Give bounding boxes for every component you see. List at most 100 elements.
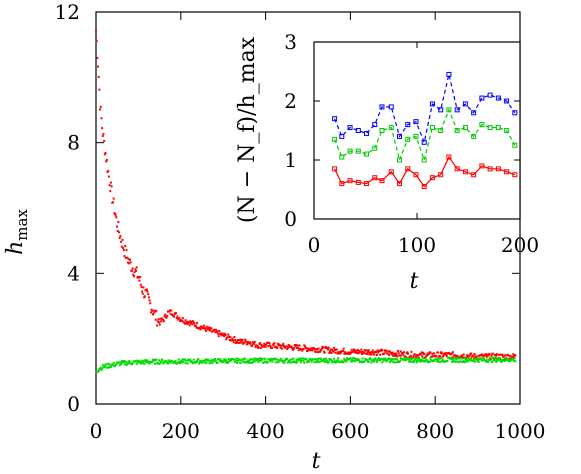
main-point [122, 359, 125, 362]
main-point [233, 336, 236, 339]
main-point [258, 357, 261, 360]
main-point [166, 361, 169, 364]
main-point [438, 360, 441, 363]
main-point [512, 353, 515, 356]
inset-point [332, 166, 338, 172]
main-point [413, 353, 416, 356]
main-point [291, 358, 294, 361]
main-point [346, 351, 349, 354]
main-point [186, 362, 189, 365]
main-point [219, 358, 222, 361]
inset-point [454, 107, 460, 113]
main-point [204, 327, 207, 330]
main-point [103, 366, 106, 369]
main-point [474, 360, 477, 363]
main-point [350, 358, 353, 361]
main-point [125, 249, 128, 252]
main-point [126, 256, 129, 259]
main-point [498, 356, 501, 359]
main-point [141, 292, 144, 295]
main-point [214, 331, 217, 334]
main-point [377, 357, 380, 360]
main-point [255, 344, 258, 347]
inset-point [512, 142, 518, 148]
inset-point [462, 125, 468, 131]
main-point [306, 360, 309, 363]
inset-y-tick-label: 1 [284, 148, 297, 172]
inset-point [396, 133, 402, 139]
main-point [480, 358, 483, 361]
main-point [149, 362, 152, 365]
main-point [432, 355, 435, 358]
main-point [118, 361, 121, 364]
main-point [230, 359, 233, 362]
main-point [158, 321, 161, 324]
inset-chart: 0 100 200 0 1 2 3 t (N − N_f)/h_max [235, 30, 539, 294]
main-point [396, 358, 399, 361]
main-point [440, 356, 443, 359]
inset-point [479, 122, 485, 128]
main-point [381, 349, 384, 352]
main-x-tick-label: 0 [90, 419, 103, 443]
main-point [247, 361, 250, 364]
main-point [440, 351, 443, 354]
main-point [508, 357, 511, 360]
main-point [406, 358, 409, 361]
main-point [504, 359, 507, 362]
main-point [265, 343, 268, 346]
main-point [487, 354, 490, 357]
main-point [127, 257, 130, 260]
main-point [324, 357, 327, 360]
main-point [436, 360, 439, 363]
main-point [379, 348, 382, 351]
main-point [352, 350, 355, 353]
main-point [501, 353, 504, 356]
main-point [269, 360, 272, 363]
main-point [458, 357, 461, 360]
main-point [416, 356, 419, 359]
main-point [207, 326, 210, 329]
main-point [169, 313, 172, 316]
main-point [122, 247, 125, 250]
main-point [463, 357, 466, 360]
main-point [493, 358, 496, 361]
inset-point [446, 154, 452, 160]
inset-point [413, 119, 419, 125]
main-point [392, 358, 395, 361]
main-point [251, 358, 254, 361]
inset-series-1 [332, 107, 518, 163]
main-point [152, 312, 155, 315]
main-point [467, 360, 470, 363]
main-point [415, 355, 418, 358]
inset-point [364, 151, 370, 157]
main-point [133, 271, 136, 274]
main-point [281, 344, 284, 347]
main-point [104, 152, 107, 155]
main-point [109, 181, 112, 184]
main-point [464, 358, 467, 361]
main-point [280, 344, 283, 347]
inset-point [396, 181, 402, 187]
main-point [99, 366, 102, 369]
main-point [308, 347, 311, 350]
main-point [158, 359, 161, 362]
main-point [468, 354, 471, 357]
main-point [189, 322, 192, 325]
inset-plot-frame [313, 41, 521, 220]
main-point [118, 364, 121, 367]
main-point [396, 349, 399, 352]
main-point [155, 309, 158, 312]
inset-point [405, 122, 411, 128]
main-point [300, 348, 303, 351]
main-point [409, 360, 412, 363]
main-point [147, 360, 150, 363]
main-point [101, 127, 104, 130]
main-point [343, 352, 346, 355]
main-point [286, 358, 289, 361]
inset-x-tick-label: 0 [308, 233, 321, 257]
main-point [230, 339, 233, 342]
main-point [166, 314, 169, 317]
main-point [170, 309, 173, 312]
main-point [393, 361, 396, 364]
